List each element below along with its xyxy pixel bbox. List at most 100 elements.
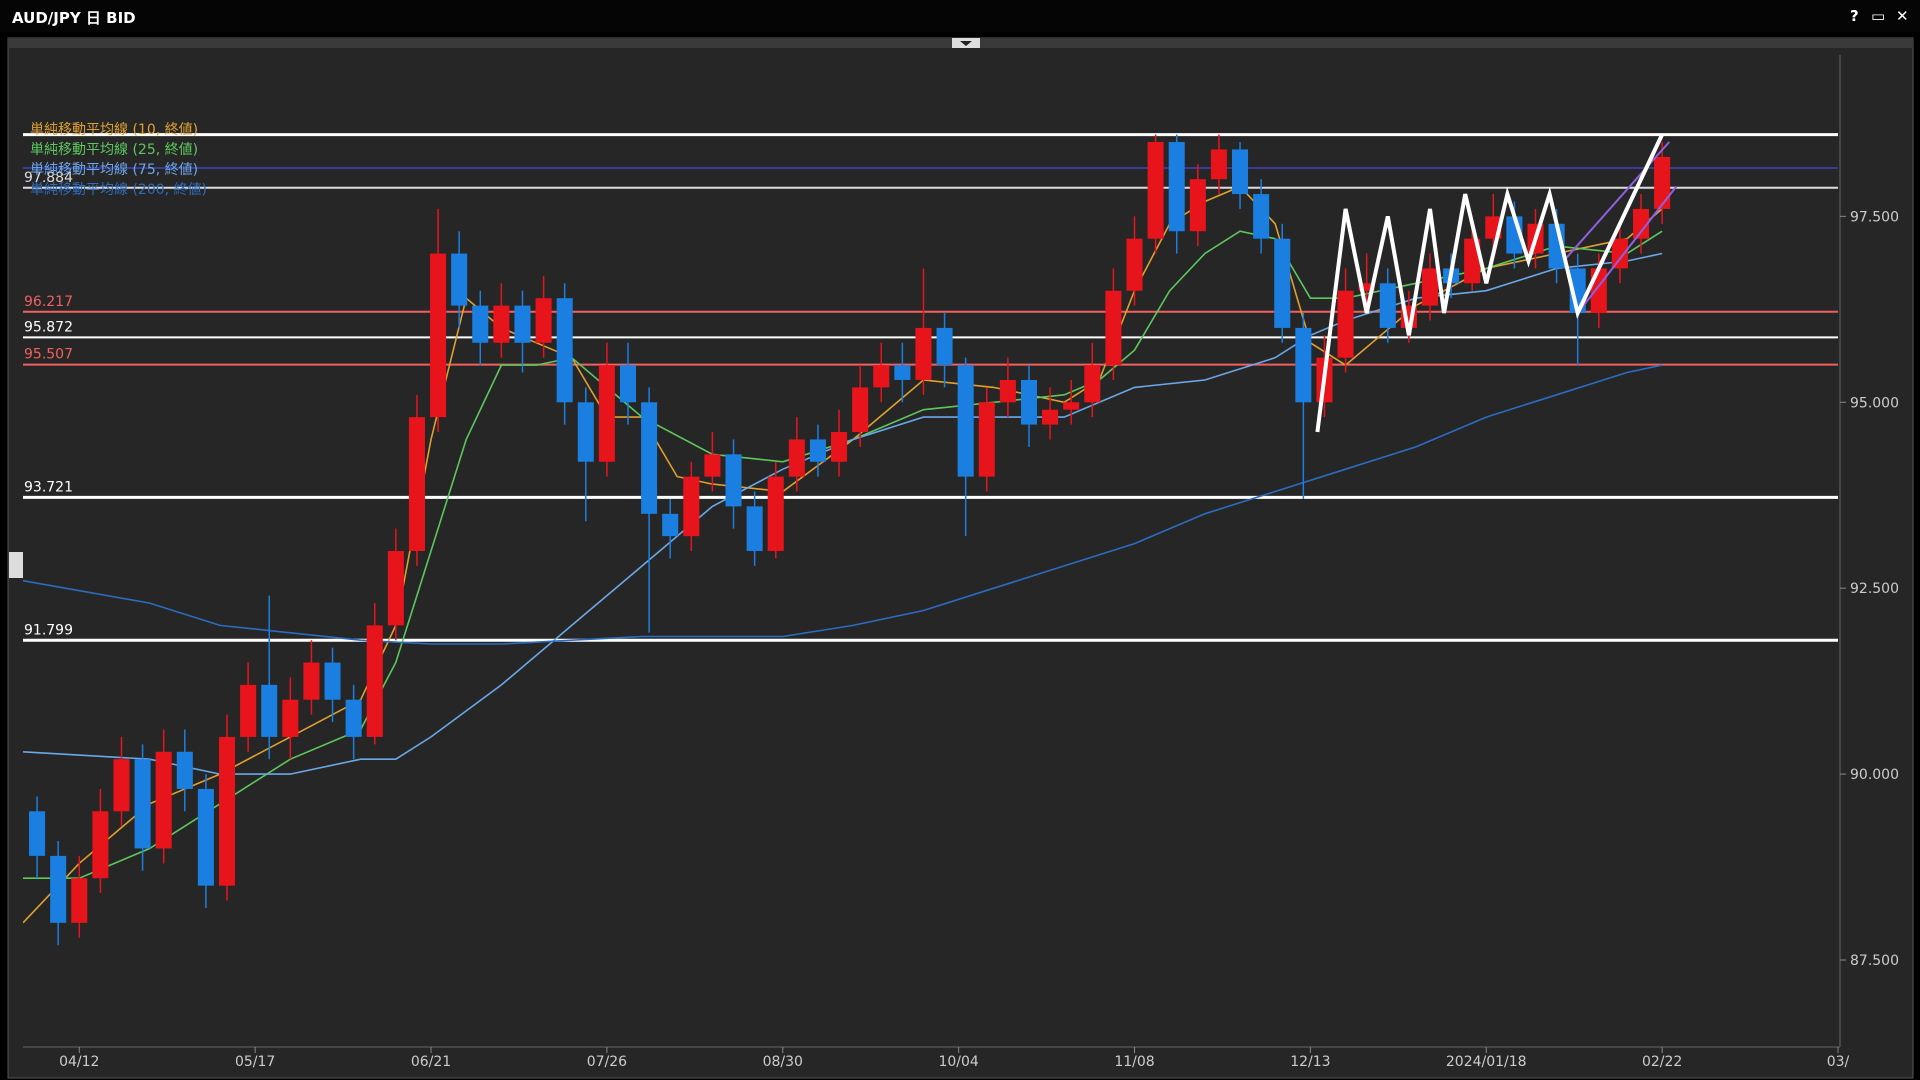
candle-body xyxy=(261,684,278,737)
candle-body xyxy=(472,305,489,343)
window-title: AUD/JPY 日 BID xyxy=(12,9,136,27)
candle-body xyxy=(408,417,425,551)
candle-body xyxy=(1295,327,1312,403)
candle-body xyxy=(1020,379,1038,425)
help-button[interactable]: ? xyxy=(1850,7,1859,25)
candle-body xyxy=(1042,409,1059,425)
candle-body xyxy=(1421,268,1438,306)
candle-body xyxy=(282,699,299,737)
candle-body xyxy=(345,699,362,737)
candle-body xyxy=(957,365,974,477)
zigzag-line xyxy=(1315,133,1664,433)
candle-body xyxy=(809,439,826,462)
candle-body xyxy=(176,751,193,789)
candle-body xyxy=(113,759,130,812)
y-tick-label: 92.500 xyxy=(1850,581,1899,597)
candle-body xyxy=(1168,142,1185,232)
x-tick-label: 2024/01/18 xyxy=(1446,1054,1527,1070)
moving-average-line xyxy=(23,364,1663,645)
candle-body xyxy=(430,253,447,418)
candle-body xyxy=(134,759,151,849)
x-tick-label: 10/04 xyxy=(938,1054,978,1070)
x-tick-label: 11/08 xyxy=(1114,1054,1154,1070)
candle-body xyxy=(218,736,236,886)
candle-body xyxy=(50,855,67,923)
y-tick-label: 87.500 xyxy=(1850,953,1899,969)
candle-body xyxy=(514,305,531,343)
candle-body xyxy=(493,305,510,343)
legend-entry: 単純移動平均線 (25, 終値) xyxy=(30,142,198,158)
channel-line xyxy=(1576,185,1677,314)
y-tick-label: 97.500 xyxy=(1850,209,1899,225)
candle-body xyxy=(1210,149,1227,180)
candle-body xyxy=(598,365,615,462)
maximize-button[interactable]: ▭ xyxy=(1871,7,1886,25)
candle-body xyxy=(535,298,552,343)
x-tick-label: 05/17 xyxy=(235,1054,275,1070)
candle-body xyxy=(915,327,932,380)
candle-body xyxy=(746,506,763,551)
candle-body xyxy=(366,625,383,737)
candle-body xyxy=(1590,268,1607,314)
candle-body xyxy=(1337,290,1354,358)
candle-body xyxy=(894,365,911,380)
candle-body xyxy=(1147,142,1164,239)
close-button[interactable]: ✕ xyxy=(1896,7,1909,25)
y-tick-label: 90.000 xyxy=(1850,767,1899,783)
candle-body xyxy=(767,476,784,551)
level-label: 95.872 xyxy=(24,319,73,335)
candle-body xyxy=(1253,194,1270,239)
side-toggle[interactable] xyxy=(9,552,23,578)
legend-entry: 単純移動平均線 (10, 終値) xyxy=(30,122,198,138)
x-tick-label: 07/26 xyxy=(587,1054,627,1070)
candle-body xyxy=(683,476,700,537)
candle-body xyxy=(1126,238,1143,291)
candle-body xyxy=(978,402,995,477)
candle-body xyxy=(71,878,88,923)
candle-body xyxy=(1063,402,1080,410)
y-tick-label: 95.000 xyxy=(1850,395,1899,411)
candle-body xyxy=(451,253,468,306)
candle-body xyxy=(619,365,637,403)
candle-body xyxy=(1084,365,1101,403)
legend-entry: 単純移動平均線 (200, 終値) xyxy=(30,182,207,198)
chart-frame xyxy=(7,37,1914,1079)
candle-body xyxy=(240,684,257,737)
candle-body xyxy=(556,298,573,403)
title-bar: AUD/JPY 日 BID ? ▭ ✕ xyxy=(0,0,1920,32)
candle-body xyxy=(155,751,172,849)
level-label: 95.507 xyxy=(24,347,73,363)
level-label: 97.884 xyxy=(24,170,73,186)
chart: 87.500 90.000 92.500 95.000 97.500 04/12 05/17… xyxy=(7,37,1914,1079)
candle-body xyxy=(1105,290,1122,366)
candle-body xyxy=(1189,179,1206,232)
candle-body xyxy=(92,811,109,879)
candle-body xyxy=(641,402,658,514)
x-tick-label: 02/22 xyxy=(1642,1054,1682,1070)
x-tick-label: 08/30 xyxy=(763,1054,803,1070)
candle-body xyxy=(1379,283,1396,328)
candle-body xyxy=(577,402,594,462)
candle-body xyxy=(387,551,404,626)
collapse-arrow xyxy=(960,41,972,46)
candle-body xyxy=(788,439,805,477)
x-tick-label: 03/ xyxy=(1827,1054,1850,1070)
candle-body xyxy=(831,432,848,462)
candle-body xyxy=(662,513,679,537)
candle-body xyxy=(704,454,721,477)
candle-body xyxy=(1654,156,1671,209)
candle-body xyxy=(852,387,869,433)
candle-body xyxy=(1464,238,1481,284)
candle-body xyxy=(197,788,214,886)
level-label: 91.799 xyxy=(24,622,73,638)
level-label: 96.217 xyxy=(24,294,73,310)
candle-body xyxy=(324,662,341,700)
candle-body xyxy=(1358,283,1375,291)
legend-entry: 単純移動平均線 (75, 終値) xyxy=(30,162,198,178)
candle-body xyxy=(999,379,1016,403)
candle-body xyxy=(29,811,46,856)
candle-body xyxy=(1232,149,1249,195)
x-tick-label: 04/12 xyxy=(59,1054,99,1070)
candle-body xyxy=(303,662,320,700)
